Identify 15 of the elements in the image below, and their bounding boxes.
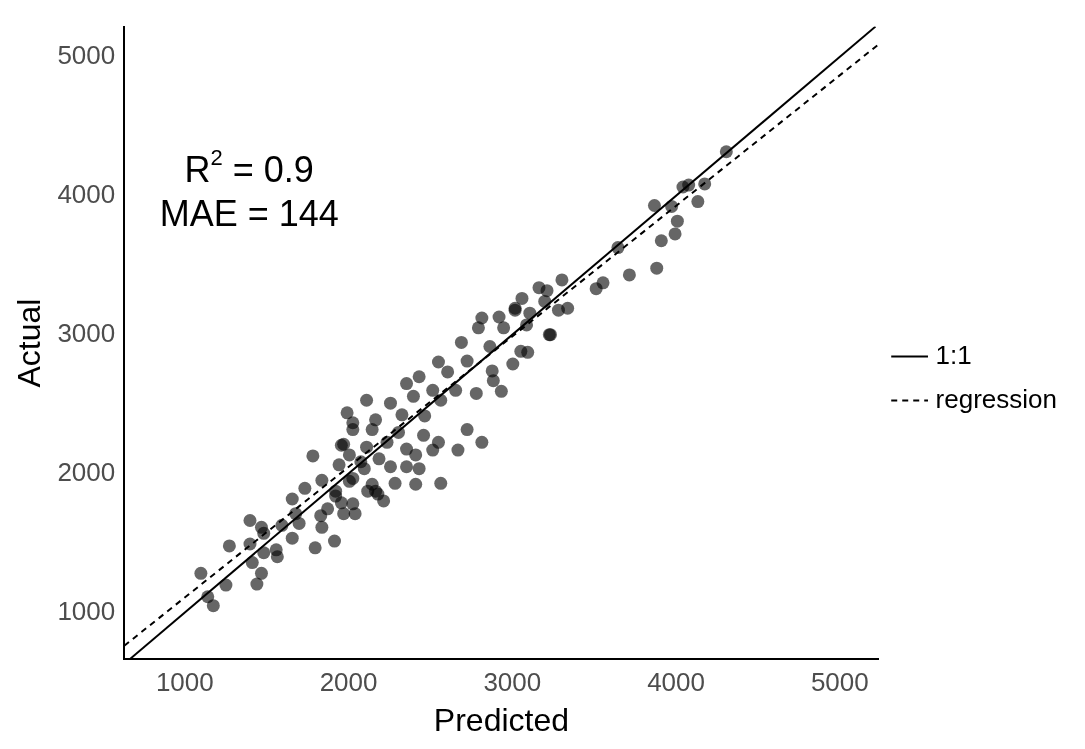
- x-tick-label: 1000: [155, 667, 214, 698]
- x-tick-label: 5000: [810, 667, 869, 698]
- y-tick-label: 3000: [57, 317, 116, 348]
- x-tick-label: 4000: [647, 667, 705, 698]
- legend-label: regression: [935, 383, 1058, 414]
- y-tick-label: 1000: [57, 595, 116, 626]
- x-axis-title: Predicted: [433, 701, 570, 738]
- y-axis-title: Actual: [11, 298, 48, 388]
- legend-label: 1:1: [935, 339, 972, 370]
- annotation: MAE = 144: [159, 192, 339, 234]
- x-tick-label: 2000: [319, 667, 378, 698]
- y-tick-label: 2000: [57, 456, 116, 487]
- x-tick-label: 3000: [483, 667, 542, 698]
- y-tick-label: 4000: [57, 178, 116, 209]
- y-tick-label: 5000: [57, 40, 116, 71]
